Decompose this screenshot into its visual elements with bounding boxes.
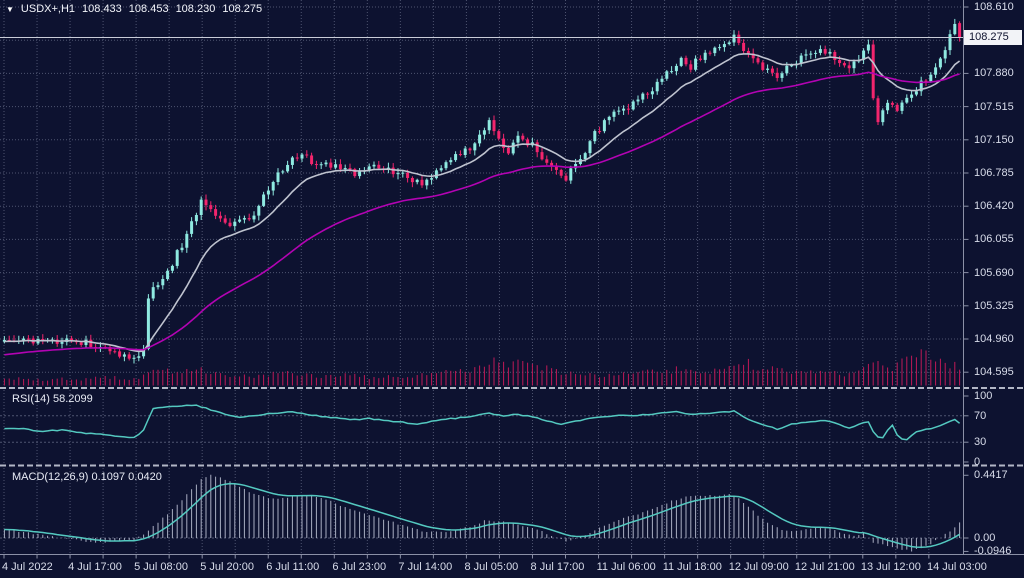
price-axis[interactable]: [0, 0, 1024, 559]
ohlc-open-value: 108.433: [82, 3, 122, 15]
ohlc-high-value: 108.453: [128, 3, 169, 15]
macd-signal-line: [4, 482, 960, 549]
ohlc-low-value: 108.230: [175, 3, 216, 15]
slow-ma-line: [4, 71, 960, 356]
rsi-indicator-label: RSI(14) 58.2099: [12, 393, 93, 405]
fast-ma-line: [4, 53, 961, 353]
rsi-line: [4, 404, 961, 441]
grid-lines: [0, 0, 962, 553]
ohlc-close-value: 108.275: [222, 3, 263, 15]
candlestick-series: [2, 18, 962, 364]
volume-series: [3, 349, 961, 386]
symbol-dropdown-icon[interactable]: ▼: [6, 4, 14, 14]
chart-header: ▼ USDX+,H1 108.433 108.453 108.230 108.2…: [6, 3, 262, 15]
macd-indicator-label: MACD(12,26,9) 0.1097 0.0420: [12, 471, 162, 483]
current-price-tag: 108.275: [964, 30, 1022, 45]
symbol-timeframe-label: USDX+,H1: [20, 3, 76, 15]
